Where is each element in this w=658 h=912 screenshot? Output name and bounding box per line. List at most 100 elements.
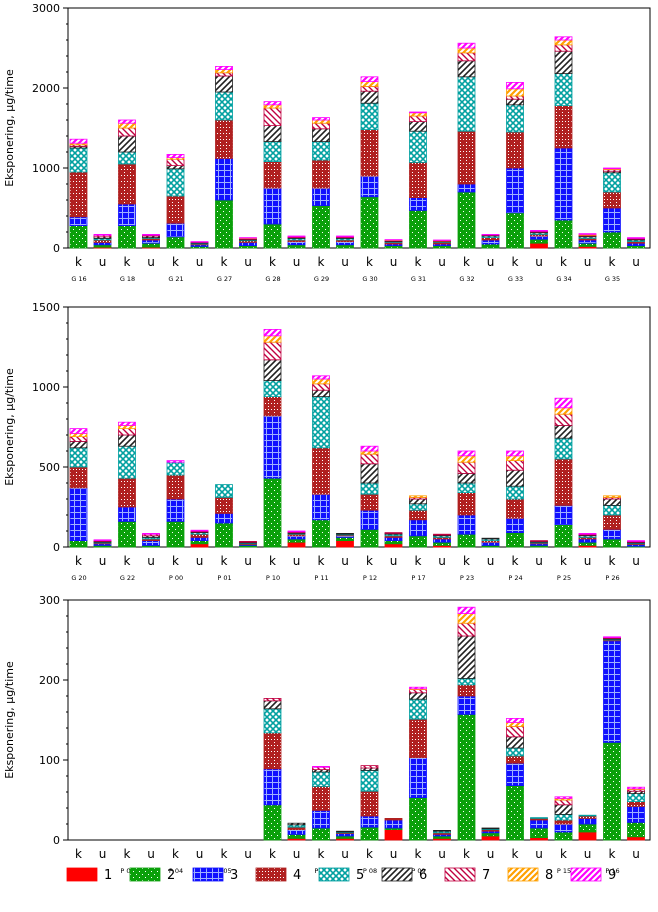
bar-segment [166,236,185,249]
bar-segment [384,532,403,534]
y-tick-label: 0 [53,541,60,554]
bar-segment [312,827,330,841]
bar-label: u [99,255,107,269]
bar-segment [263,477,282,548]
bar-label: k [172,554,179,568]
bar-segment [457,42,476,49]
bar-segment [166,498,185,522]
bar-segment [554,819,573,825]
group-label: P 11 [314,574,328,582]
bar-segment [384,543,403,548]
bar-segment [554,73,573,106]
bar-segment [287,241,306,246]
bar-segment [409,111,427,114]
group-label: P 12 [363,574,377,582]
group-label: G 30 [362,275,377,283]
bar-label: u [632,847,640,861]
bar-segment [409,797,427,841]
bar-label: k [221,554,228,568]
bar-segment [457,622,476,637]
bar-label: u [341,847,349,861]
bar-segment [578,538,597,543]
group-label: G 21 [168,275,183,283]
bar-label: k [415,847,422,861]
bar-segment [263,708,282,734]
bar-segment [530,235,548,240]
bar-segment [554,424,573,439]
bar-segment [506,532,524,548]
bar-label: k [75,554,82,568]
bar-segment [409,115,427,122]
bar-segment [506,469,524,487]
group-label: P 10 [266,574,280,582]
bar-segment [166,153,185,158]
bar-segment [506,747,524,757]
bar-label: u [632,554,640,568]
bar-segment [215,72,233,77]
bar-segment [93,539,112,541]
y-tick-label: 500 [39,461,60,474]
bar-segment [506,98,524,106]
bar-segment [578,239,597,244]
bar-segment [603,495,621,498]
bar-segment [384,818,403,821]
bar-segment [312,786,330,811]
bar-segment [118,127,136,137]
bar-segment [530,540,548,542]
bar-segment [578,233,597,235]
bar-segment [287,244,306,249]
bar-segment [336,540,354,548]
bar-segment [166,461,185,476]
bar-segment [190,241,209,243]
bar-segment [578,831,597,841]
bar-segment [360,453,379,465]
bar-segment [263,768,282,806]
bar-segment [457,606,476,615]
bar-segment [336,533,354,535]
bar-label: u [293,847,301,861]
bar-label: k [463,554,470,568]
bar-segment [530,817,548,819]
bar-segment [409,112,427,117]
legend-label: 6 [419,868,427,883]
bar-segment [603,514,621,530]
bar-label: k [609,554,616,568]
bar-label: u [584,847,592,861]
bar-label: k [609,255,616,269]
bar-segment [409,509,427,521]
legend-swatch [444,867,476,882]
bar-segment [215,75,233,93]
bar-segment [360,790,379,817]
bar-segment [287,235,306,238]
bar-segment [433,538,451,543]
group-label: G 20 [71,574,86,582]
bar-segment [312,389,330,398]
bar-segment [530,819,548,829]
bar-segment [312,771,330,787]
bar-segment [409,495,427,498]
bar-segment [554,44,573,52]
bar-segment [554,407,573,415]
group-label: P 08 [363,867,377,875]
bar-segment [457,461,476,474]
bar-segment [481,537,500,540]
bar-segment [554,504,573,525]
bar-label: k [221,847,228,861]
bar-segment [69,225,88,249]
legend-label: 4 [293,868,301,883]
bar-segment [433,541,451,546]
bar-segment [506,131,524,169]
bar-label: u [438,255,446,269]
bar-segment [603,207,621,233]
y-axis-label: Eksponering, µg/time [3,69,16,187]
bar-segment [263,380,282,398]
bar-segment [312,159,330,189]
bar-label: u [99,847,107,861]
group-label: P 25 [557,574,571,582]
bar-segment [627,836,645,841]
bar-segment [530,827,548,839]
bar-segment [360,463,379,484]
bar-segment [554,36,573,41]
bar-segment [457,514,476,535]
group-label: P 16 [605,867,619,875]
